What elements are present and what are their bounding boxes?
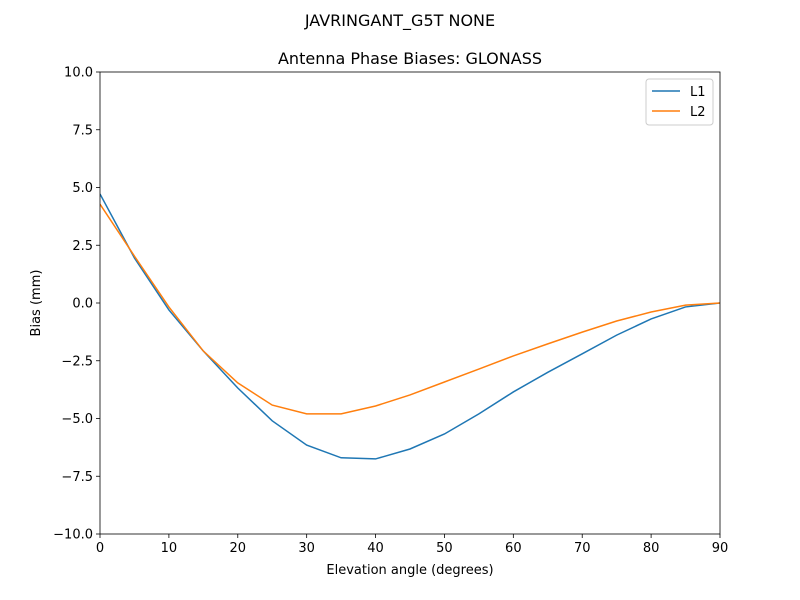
- x-tick-label: 10: [161, 541, 178, 556]
- y-tick-label: 7.5: [72, 123, 93, 138]
- x-tick-label: 80: [643, 541, 660, 556]
- y-axis-label: Bias (mm): [29, 270, 44, 337]
- y-tick-label: −10.0: [53, 528, 93, 543]
- x-tick-label: 60: [505, 541, 522, 556]
- plot-frame: [99, 71, 721, 535]
- y-tick-label: 10.0: [64, 66, 93, 81]
- x-tick-label: 0: [96, 541, 104, 556]
- x-tick-label: 30: [298, 541, 315, 556]
- y-tick-label: −2.5: [61, 354, 93, 369]
- y-tick-label: −7.5: [61, 470, 93, 485]
- y-tick-label: −5.0: [61, 412, 93, 427]
- y-tick-label: 2.5: [72, 239, 93, 254]
- series-line-L1: [100, 193, 720, 460]
- y-tick-label: 5.0: [72, 181, 93, 196]
- y-tick-label: 0.0: [72, 297, 93, 312]
- x-tick-label: 20: [230, 541, 247, 556]
- x-axis-label: Elevation angle (degrees): [326, 563, 493, 578]
- chart-suptitle: JAVRINGANT_G5T NONE: [304, 11, 495, 31]
- x-tick-label: 50: [436, 541, 453, 556]
- chart-title: Antenna Phase Biases: GLONASS: [278, 49, 542, 68]
- x-tick-label: 90: [712, 541, 729, 556]
- legend-label-L2: L2: [690, 105, 706, 120]
- legend-label-L1: L1: [690, 85, 706, 100]
- series-line-L2: [100, 203, 720, 415]
- x-tick-label: 40: [367, 541, 384, 556]
- x-tick-label: 70: [574, 541, 591, 556]
